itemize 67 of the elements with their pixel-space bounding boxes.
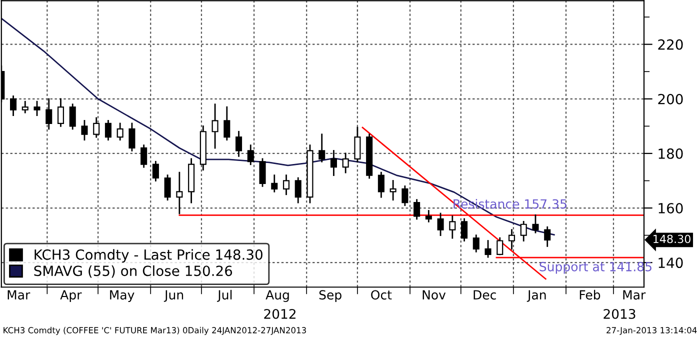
x-tick-label: Jun <box>164 290 184 302</box>
y-tick-label: 180 <box>658 148 683 159</box>
candlestick <box>461 218 468 242</box>
x-tick-label: Jan <box>526 290 546 302</box>
candlestick <box>449 216 456 239</box>
candlestick <box>164 174 171 201</box>
y-tick-label: 140 <box>658 258 683 268</box>
x-tick-label: Sep <box>319 290 342 302</box>
text: 2013 <box>604 308 636 319</box>
candlestick <box>116 122 124 140</box>
x-tick-label: Aug <box>266 290 289 302</box>
candlestick <box>22 100 28 114</box>
y-tick-label: 200 <box>658 94 683 104</box>
candlestick <box>496 237 504 256</box>
candlestick <box>236 130 242 157</box>
x-tick-label: Feb <box>580 290 600 300</box>
candlestick <box>10 95 17 116</box>
y-tick-label: 220 <box>658 39 683 50</box>
candlestick <box>330 150 337 176</box>
candlestick <box>520 220 527 242</box>
candlestick <box>437 212 444 236</box>
candlestick <box>81 120 88 140</box>
candlestick <box>140 144 148 168</box>
candlestick <box>402 185 408 206</box>
candlestick <box>532 214 539 234</box>
candlestick <box>69 104 76 130</box>
candlestick <box>128 122 136 152</box>
x-tick-label: Nov <box>422 290 446 300</box>
candlestick <box>93 117 100 138</box>
candlestick <box>212 104 218 149</box>
candlestick <box>378 172 384 198</box>
candlestick <box>247 144 254 166</box>
candlestick <box>544 226 551 247</box>
candlestick <box>104 120 112 140</box>
candlestick <box>414 199 420 220</box>
candlestick <box>390 180 396 201</box>
candlestick <box>176 172 183 214</box>
text: 148.30 <box>654 234 690 244</box>
candlestick <box>318 134 326 162</box>
x-tick-label: Apr <box>60 290 82 302</box>
candlestick <box>282 174 290 196</box>
y-tick-label: 160 <box>658 202 683 214</box>
candlestick <box>354 126 361 162</box>
candlestick <box>34 100 40 116</box>
text: 2012 <box>264 308 296 319</box>
x-tick-label: Mar <box>8 290 30 300</box>
x-tick-label: Mar <box>623 290 646 300</box>
legend-label: SMAVG (55) on Close 150.26 <box>34 265 232 278</box>
x-tick-label: Oct <box>371 290 392 300</box>
candlestick <box>342 152 349 174</box>
candlestick <box>294 177 302 204</box>
candlestick <box>152 160 159 182</box>
text: 27-Jan-2013 13:14:04 <box>606 327 697 335</box>
candlestick <box>472 234 480 252</box>
legend-label: KCH3 Comdty - Last Price 148.30 <box>34 249 262 263</box>
candlestick <box>259 158 266 187</box>
candlestick <box>57 98 64 127</box>
candlestick <box>508 229 516 250</box>
candlestick <box>425 210 432 222</box>
candlestick <box>271 174 278 192</box>
candlestick <box>224 106 230 140</box>
candlestick <box>484 240 492 258</box>
x-tick-label: Dec <box>474 290 496 300</box>
x-tick-label: Jul <box>217 290 232 302</box>
x-tick-label: May <box>110 290 134 302</box>
candlestick <box>46 98 52 130</box>
text: KCH3 Comdty (COFFEE 'C' FUTURE Mar13) 0Daily 24JAN2012-27JAN2013 <box>4 326 306 335</box>
